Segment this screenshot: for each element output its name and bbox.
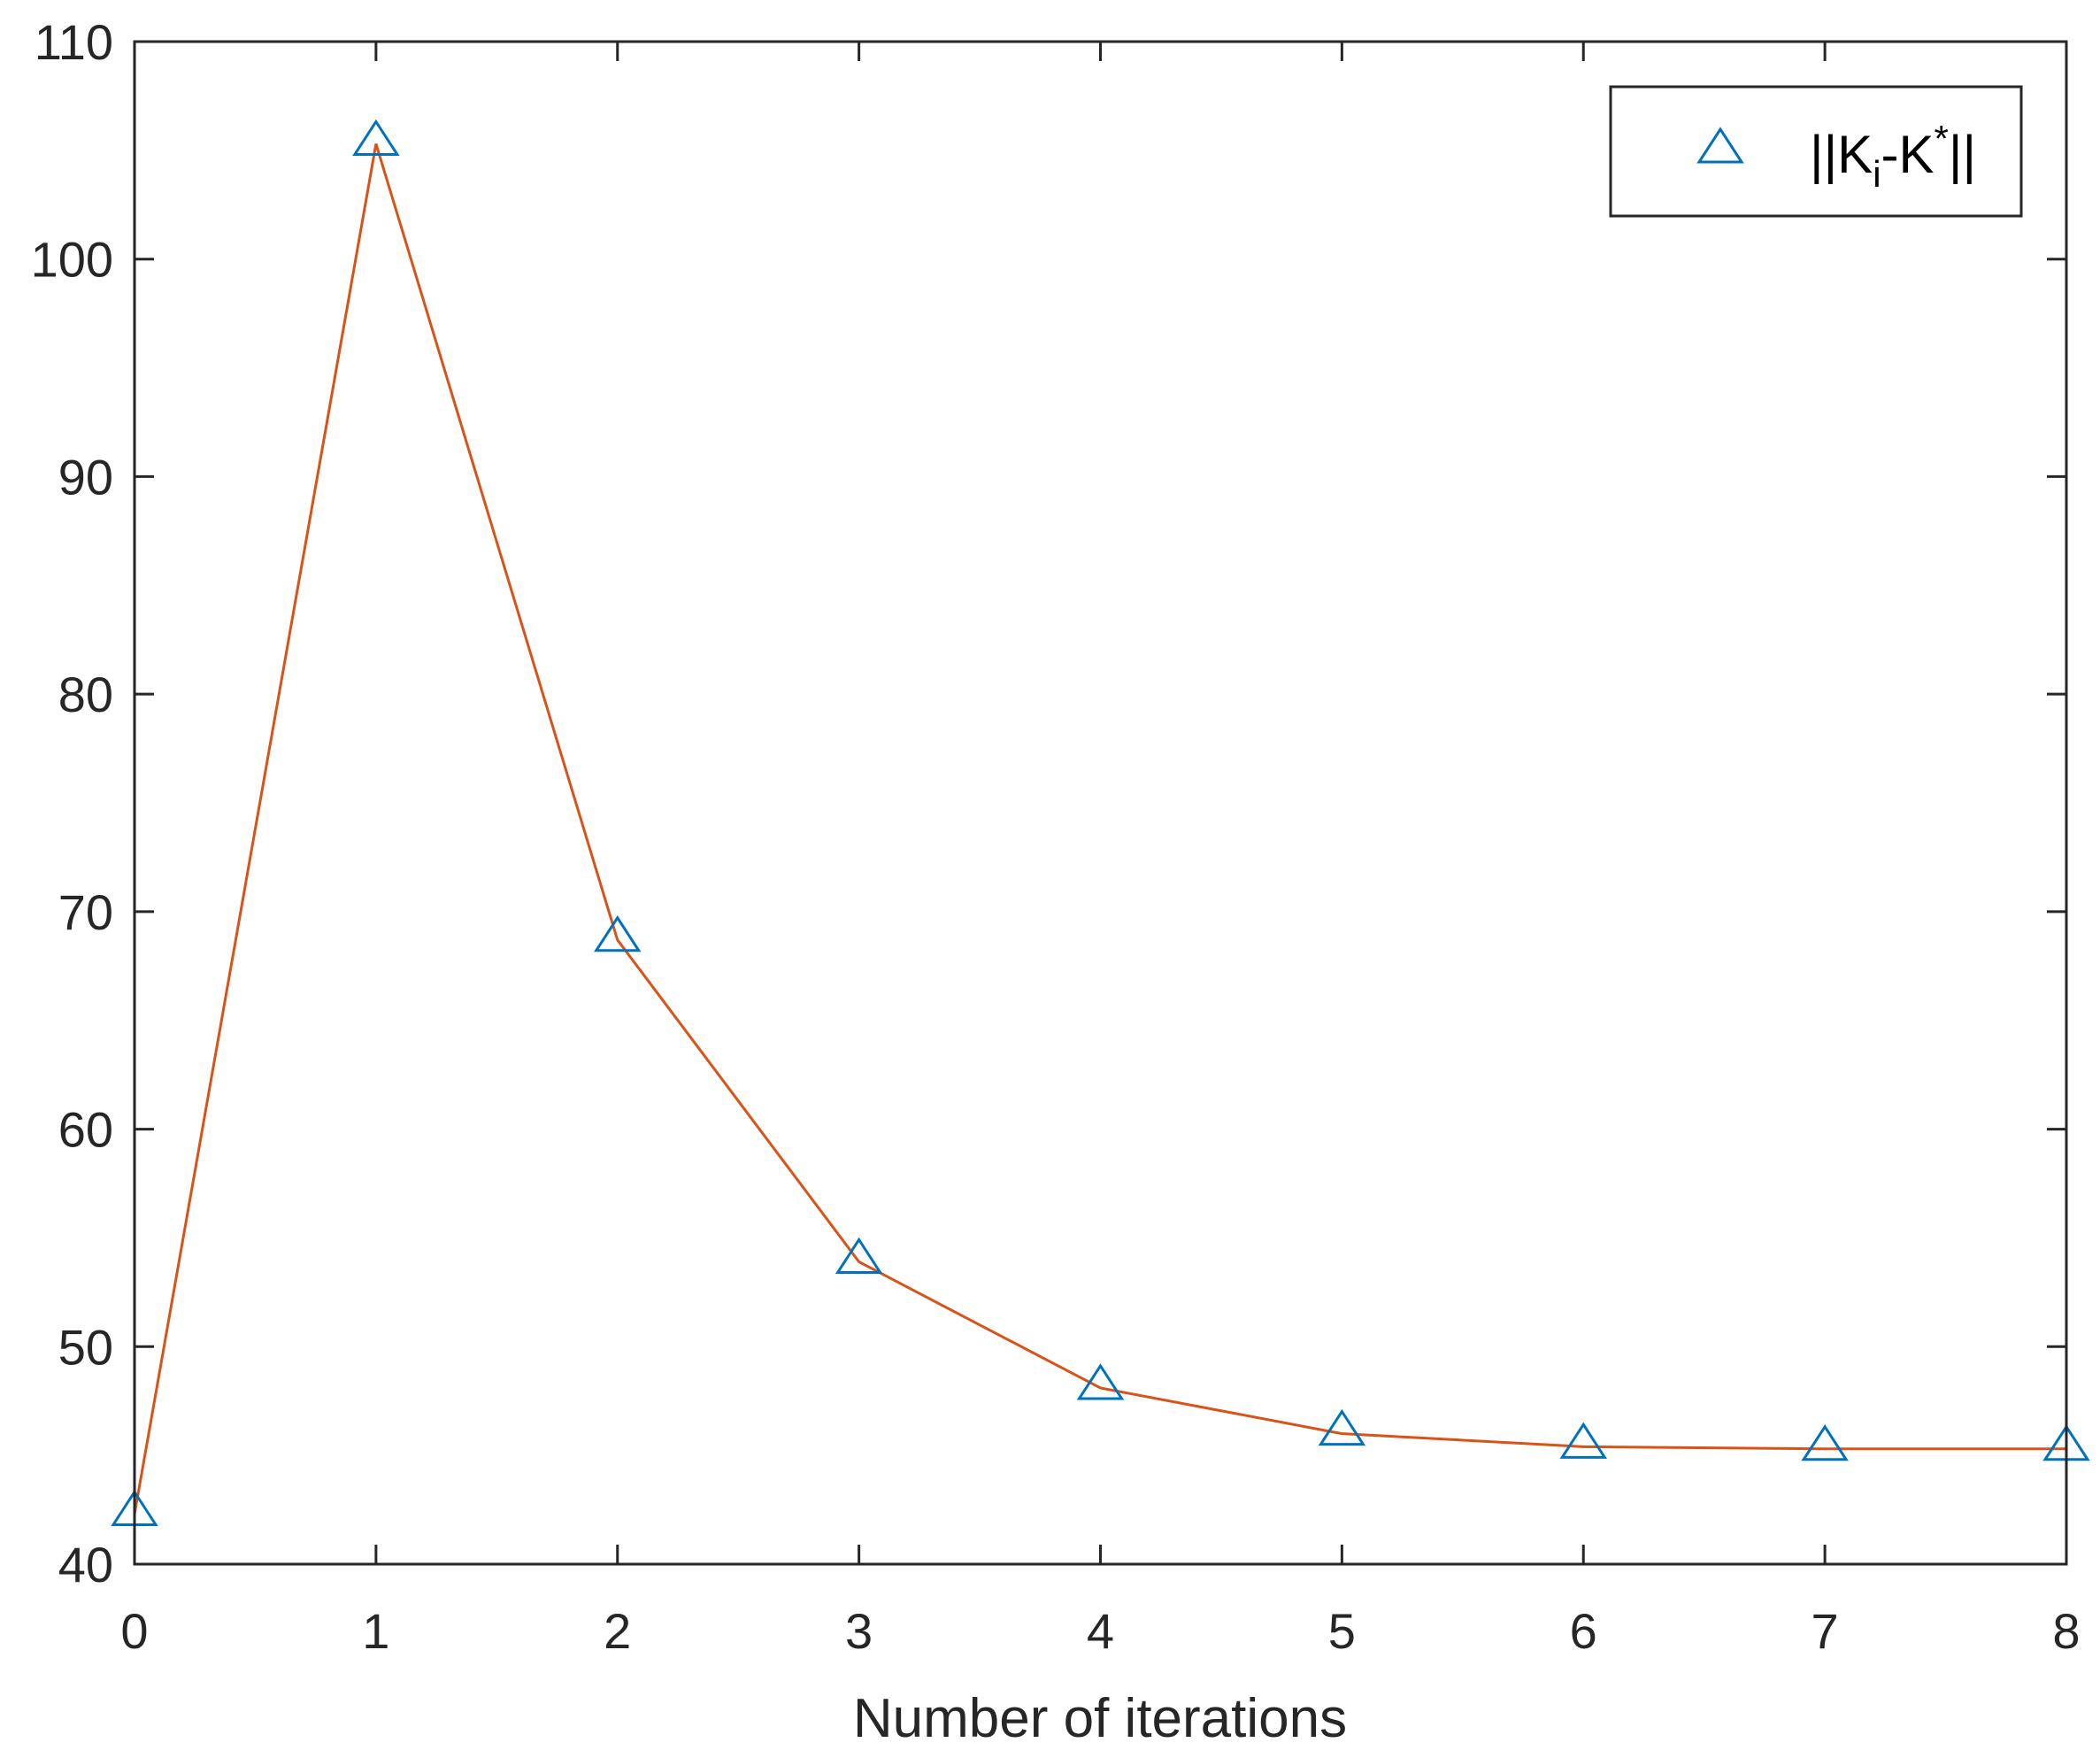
legend: ||Ki-K*|| xyxy=(1609,85,2023,218)
y-tick-label: 70 xyxy=(58,884,113,940)
y-tick-label: 110 xyxy=(35,14,113,70)
legend-label-base2: -K xyxy=(1881,125,1935,184)
x-tick-label: 8 xyxy=(2052,1603,2080,1659)
y-tick-label: 80 xyxy=(58,667,113,722)
data-point-marker xyxy=(835,1237,883,1274)
data-point-marker xyxy=(593,915,642,952)
x-tick-label: 1 xyxy=(362,1603,389,1659)
x-tick-label: 6 xyxy=(1570,1603,1597,1659)
x-axis-title: Number of iterations xyxy=(853,1688,1347,1749)
legend-label: ||Ki-K*|| xyxy=(1810,118,1976,195)
legend-label-subscript: i xyxy=(1873,153,1881,195)
series-markers xyxy=(111,119,2090,1526)
legend-label-base1: ||K xyxy=(1810,125,1873,184)
x-tick-label: 7 xyxy=(1812,1603,1839,1659)
data-point-marker xyxy=(1801,1424,1849,1461)
legend-box xyxy=(1609,85,2023,218)
data-point-marker xyxy=(1076,1363,1125,1400)
y-tick-label: 100 xyxy=(31,232,113,288)
y-tick-label: 60 xyxy=(58,1102,113,1158)
data-point-marker xyxy=(352,119,400,156)
plot-area xyxy=(135,42,2066,1564)
x-tick-label: 2 xyxy=(604,1603,631,1659)
y-tick-label: 40 xyxy=(58,1537,113,1592)
x-tick-label: 4 xyxy=(1087,1603,1114,1659)
x-tick-label: 0 xyxy=(120,1603,148,1659)
data-point-marker xyxy=(1318,1408,1366,1446)
series-line-group xyxy=(133,143,2066,1515)
x-tick-label: 5 xyxy=(1328,1603,1356,1659)
y-tick-label: 50 xyxy=(58,1319,113,1375)
tick-labels: 0 1 2 3 4 5 6 7 8 40 50 60 70 80 90 100 110 xyxy=(31,14,2081,1659)
legend-label-superscript: * xyxy=(1935,118,1949,159)
data-point-marker xyxy=(1559,1422,1608,1459)
legend-triangle-marker xyxy=(1696,127,1744,164)
x-tick-label: 3 xyxy=(845,1603,873,1659)
axes-box xyxy=(133,40,2068,1566)
y-tick-label: 90 xyxy=(58,449,113,505)
legend-label-base3: || xyxy=(1949,125,1976,184)
series-line xyxy=(133,143,2066,1515)
